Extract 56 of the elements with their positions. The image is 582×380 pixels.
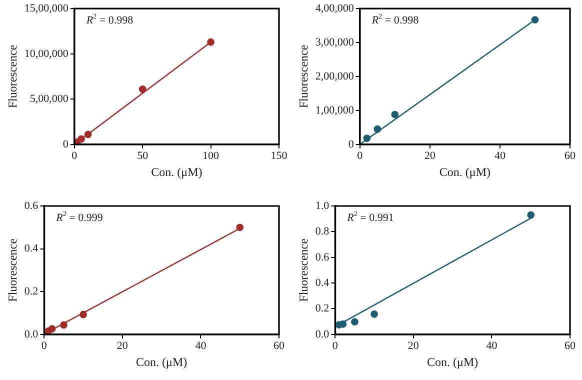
x-tick-label: 40 [494,150,506,162]
y-tick-label: 0.0 [24,328,39,340]
point [207,38,214,46]
point [391,110,399,118]
x-tick-label: 60 [274,340,285,352]
x-tick-label: 100 [202,150,220,162]
point [138,85,146,93]
x-tick-label: 20 [408,340,420,352]
y-tick-label: 0.2 [315,302,330,315]
point [527,211,535,219]
y-tick-label: 0.4 [315,276,330,289]
x-tick-label: 20 [424,150,436,162]
y-tick-label: 10,00,000 [24,48,69,60]
x-axis-title: Con. (μM) [439,164,491,179]
x-tick-label: 60 [564,150,576,162]
y-tick-label: 0 [348,138,354,150]
y-tick-label: 0.2 [24,285,38,298]
y-tick-label: 2,00,000 [315,70,354,82]
y-tick-label: 4,00,000 [315,2,354,14]
point [78,135,85,143]
point [531,16,539,24]
y-axis-title: Fluorescence [296,44,310,108]
y-axis-title: Fluorescence [5,44,20,108]
x-axis-title: Con. (μM) [427,354,478,369]
x-tick-label: 150 [270,150,288,162]
y-tick-label: 0.4 [24,242,39,255]
y-tick-label: 15,00,000 [24,2,69,14]
point [374,125,382,133]
y-tick-label: 1.0 [315,200,330,212]
x-tick-label: 0 [357,150,364,162]
x-tick-label: 20 [116,340,128,352]
x-tick-label: 40 [195,340,207,352]
point [48,325,56,333]
x-tick-label: 0 [72,150,78,162]
y-axis-title: Fluorescence [296,238,310,302]
point [60,321,68,329]
y-tick-label: 0.0 [315,328,330,340]
y-tick-label: 5,00,000 [30,93,69,106]
x-axis-title: Con. (μM) [151,164,202,179]
x-tick-label: 60 [564,340,576,352]
y-axis-title: Fluorescence [5,238,20,302]
point [80,310,87,318]
point [363,134,371,142]
y-tick-label: 0.8 [315,226,330,238]
y-tick-label: 0.6 [24,200,39,212]
y-tick-label: 1,00,000 [315,104,354,116]
y-tick-label: 0 [62,138,69,150]
point [370,310,378,318]
y-tick-label: 3,00,000 [315,36,354,48]
x-tick-label: 50 [137,150,149,162]
point [236,224,244,232]
x-tick-label: 40 [486,340,498,352]
point [84,130,92,138]
x-axis-title: Con. (μM) [136,354,188,369]
y-tick-label: 0.6 [315,251,330,264]
point [351,318,358,326]
